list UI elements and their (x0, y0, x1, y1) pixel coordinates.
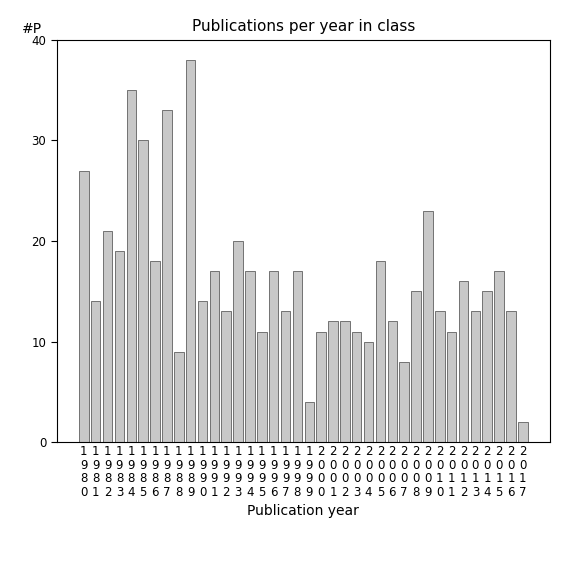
Bar (423, 211, 433, 442)
Bar (269, 271, 278, 442)
Bar (162, 110, 172, 442)
Bar (150, 261, 160, 442)
Bar (494, 271, 504, 442)
Bar (198, 302, 208, 442)
Bar (399, 362, 409, 442)
Bar (234, 241, 243, 442)
Bar (174, 352, 184, 442)
Bar (186, 60, 196, 442)
Bar (352, 332, 362, 442)
Bar (103, 231, 112, 442)
Bar (471, 311, 480, 442)
Bar (447, 332, 456, 442)
Bar (281, 311, 290, 442)
Bar (376, 261, 385, 442)
Bar (245, 271, 255, 442)
Bar (316, 332, 326, 442)
Bar (483, 291, 492, 442)
Bar (328, 321, 338, 442)
Bar (506, 311, 516, 442)
Text: #P: #P (22, 22, 43, 36)
Bar (115, 251, 124, 442)
Bar (222, 311, 231, 442)
Bar (210, 271, 219, 442)
Bar (126, 90, 136, 442)
X-axis label: Publication year: Publication year (247, 504, 359, 518)
Bar (435, 311, 445, 442)
Bar (388, 321, 397, 442)
Bar (518, 422, 527, 442)
Bar (293, 271, 302, 442)
Bar (364, 341, 373, 442)
Bar (411, 291, 421, 442)
Title: Publications per year in class: Publications per year in class (192, 19, 415, 35)
Bar (340, 321, 350, 442)
Bar (257, 332, 266, 442)
Bar (459, 281, 468, 442)
Bar (138, 141, 148, 442)
Bar (304, 402, 314, 442)
Bar (91, 302, 100, 442)
Bar (79, 171, 88, 442)
